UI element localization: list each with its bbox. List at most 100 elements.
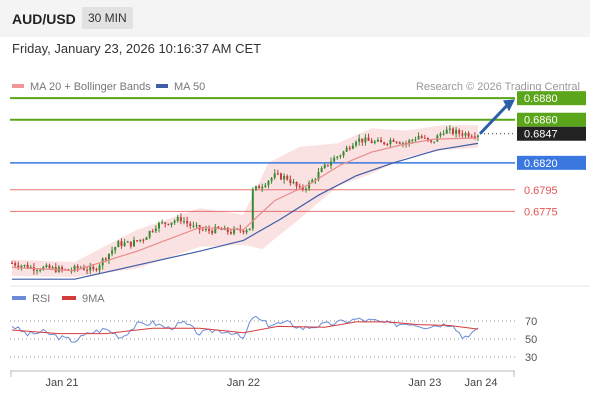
legend-swatch <box>12 84 24 88</box>
candle-body <box>370 140 373 144</box>
candle-body <box>245 230 248 233</box>
candle-body <box>304 188 307 190</box>
candle-body <box>176 217 179 221</box>
candle-body <box>420 136 423 138</box>
legend-swatch <box>12 296 26 300</box>
bollinger-bands <box>12 125 478 278</box>
candle-body <box>95 269 98 271</box>
resistance-box <box>517 91 586 106</box>
candle-body <box>173 220 176 223</box>
candle-body <box>139 239 142 242</box>
legend-label: RSI <box>32 293 50 305</box>
candle-body <box>283 175 286 180</box>
candle-body <box>123 242 126 246</box>
candle-body <box>89 266 92 271</box>
level-label: 0.6775 <box>524 206 558 218</box>
rsi-tick-label: 70 <box>525 316 537 328</box>
candle-body <box>445 129 448 134</box>
timestamp: Friday, January 23, 2026 10:16:37 AM CET <box>12 41 262 56</box>
candle-body <box>179 217 182 222</box>
level-label: 0.6795 <box>524 185 558 197</box>
candle-body <box>233 228 236 234</box>
candle-body <box>61 267 64 270</box>
candle-body <box>401 142 404 144</box>
header-bar: AUD/USD 30 MIN <box>0 0 590 37</box>
x-tick-label: Jan 21 <box>46 377 79 389</box>
level-label: 0.6860 <box>524 115 558 127</box>
rsi-line <box>11 315 479 343</box>
candle-body <box>273 173 276 178</box>
candle-body <box>189 223 192 226</box>
candle-body <box>104 258 107 260</box>
candle-body <box>251 189 254 229</box>
candle-body <box>145 237 148 241</box>
candle-body <box>242 230 245 233</box>
candle-body <box>417 136 420 140</box>
bollinger-fill <box>12 125 478 278</box>
candle-body <box>317 171 320 180</box>
candle-body <box>351 145 354 149</box>
candle-body <box>183 221 186 223</box>
candle-body <box>36 270 39 272</box>
candle-body <box>339 155 342 157</box>
level-label: 0.6820 <box>524 158 558 170</box>
candle-body <box>186 221 189 224</box>
candle-body <box>107 253 110 260</box>
candle-body <box>264 185 267 187</box>
candle-body <box>477 135 479 137</box>
candle-body <box>39 269 42 271</box>
candle-body <box>167 223 170 225</box>
candle-body <box>408 140 411 144</box>
candle-body <box>292 181 295 184</box>
level-labels: 0.6880 0.6860 0.6847 0.6820 0.6795 0.6775 <box>517 91 586 218</box>
candle-body <box>17 265 20 268</box>
candle-body <box>98 265 101 271</box>
candle-body <box>86 269 89 271</box>
candle-body <box>192 225 195 227</box>
candle-body <box>389 139 392 145</box>
candle-body <box>279 173 282 180</box>
candle-body <box>51 267 54 269</box>
candle-body <box>470 136 473 138</box>
last-price-box <box>517 126 586 141</box>
candle-body <box>386 144 389 146</box>
candle-body <box>164 222 167 224</box>
candle-body <box>92 266 95 270</box>
candle-body <box>395 141 398 143</box>
x-tick-label: Jan 22 <box>227 377 260 389</box>
candle-body <box>111 250 114 254</box>
moving-averages <box>11 137 479 280</box>
candle-body <box>423 137 426 139</box>
time-axis: Jan 21 Jan 22 Jan 23 Jan 24 <box>10 370 515 389</box>
candle-body <box>20 265 23 268</box>
candle-body <box>380 139 383 143</box>
candle-body <box>11 263 13 265</box>
arrow-head <box>503 99 515 112</box>
candle-body <box>136 240 139 242</box>
candle-body <box>195 225 198 227</box>
main-legend: MA 20 + Bollinger Bands MA 50 <box>12 81 205 93</box>
ma50-line <box>12 142 479 280</box>
ma20-line <box>11 137 479 272</box>
candle-body <box>82 267 85 270</box>
candle-body <box>464 133 467 136</box>
candle-body <box>448 128 451 130</box>
candle-body <box>451 128 454 134</box>
candle-body <box>461 133 464 136</box>
candle-body <box>229 231 232 234</box>
candle-body <box>132 240 135 247</box>
candle-body <box>364 137 367 143</box>
level-label: 0.6880 <box>524 93 558 105</box>
candle-body <box>330 161 333 166</box>
candle-body <box>455 130 458 134</box>
arrow-shaft <box>478 103 510 135</box>
candle-body <box>201 229 204 231</box>
candle-body <box>336 156 339 158</box>
timeframe-button[interactable]: 30 MIN <box>82 7 133 29</box>
candle-body <box>361 138 364 143</box>
candle-body <box>311 180 314 183</box>
candle-body <box>73 266 76 271</box>
candle-body <box>220 228 223 231</box>
credit-text: Research © 2026 Trading Central <box>416 81 580 93</box>
